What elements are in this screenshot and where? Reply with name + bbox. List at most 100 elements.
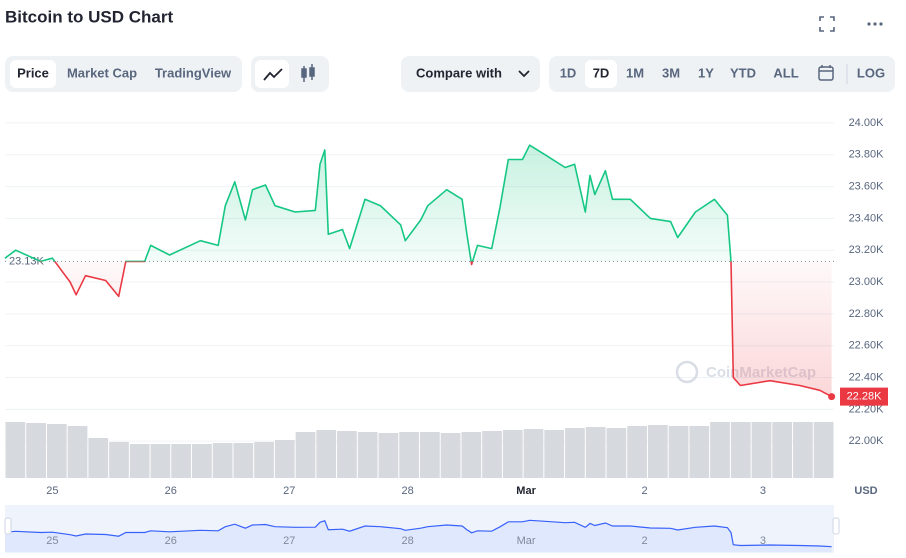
chevron bbox=[518, 70, 530, 78]
tab[interactable]: Price bbox=[17, 65, 49, 80]
volume-bar bbox=[482, 431, 502, 478]
volume-bar bbox=[233, 443, 254, 478]
range-group bbox=[549, 56, 895, 92]
volume-bar bbox=[129, 444, 150, 478]
navigator-tick-label: 26 bbox=[165, 535, 177, 547]
y-tick-label: 22.20K bbox=[849, 403, 885, 415]
volume-bar bbox=[254, 442, 274, 478]
volume-bar bbox=[606, 428, 627, 478]
y-tick-label: 22.80K bbox=[849, 308, 885, 320]
baseline-label: 23.13K bbox=[9, 255, 45, 267]
area-fill bbox=[5, 145, 832, 397]
price-line bbox=[4, 144, 832, 398]
volume-bar bbox=[668, 426, 689, 478]
calendar-icon[interactable] bbox=[818, 65, 834, 81]
y-tick-label: 23.20K bbox=[849, 244, 885, 256]
volume-bar bbox=[192, 444, 212, 478]
volume-bar bbox=[378, 433, 399, 478]
volume-bar bbox=[5, 422, 26, 478]
volume-bar bbox=[647, 425, 668, 478]
navigator-tick-label: 25 bbox=[46, 535, 58, 547]
volume-bar bbox=[46, 424, 67, 478]
range-button[interactable]: 7D bbox=[593, 65, 610, 80]
y-axis-unit: USD bbox=[854, 485, 877, 497]
volume-bar bbox=[295, 432, 316, 478]
y-tick-label: 24.00K bbox=[849, 117, 885, 129]
volume-bar bbox=[440, 433, 461, 478]
x-tick-label: Mar bbox=[516, 485, 536, 497]
volume-bar bbox=[523, 429, 544, 478]
volume-bar bbox=[171, 444, 192, 478]
candle-icon[interactable] bbox=[301, 64, 315, 82]
volume-bar bbox=[26, 423, 46, 478]
volume-bar bbox=[813, 422, 834, 478]
x-tick-label: 25 bbox=[46, 485, 58, 497]
y-tick-label: 23.80K bbox=[849, 149, 885, 161]
range-active-bg bbox=[585, 60, 617, 88]
range-button[interactable]: 1Y bbox=[698, 65, 714, 80]
navigator-tick-label: 2 bbox=[641, 535, 647, 547]
range-button[interactable]: 1D bbox=[560, 65, 577, 80]
chart-title: Bitcoin to USD Chart bbox=[5, 7, 173, 26]
tab[interactable]: Market Cap bbox=[67, 65, 137, 80]
volume-bar bbox=[627, 426, 647, 478]
range-button[interactable]: 3M bbox=[662, 65, 680, 80]
volume-bar bbox=[710, 422, 730, 478]
last-point bbox=[828, 393, 836, 401]
x-tick-label: 26 bbox=[165, 485, 177, 497]
y-tick-label: 22.40K bbox=[849, 371, 885, 383]
tab[interactable]: TradingView bbox=[155, 65, 232, 80]
volume-bar bbox=[565, 428, 585, 478]
x-tick-label: 27 bbox=[283, 485, 295, 497]
volume-bar bbox=[150, 444, 171, 478]
expand-icon[interactable] bbox=[819, 16, 835, 32]
volume-bar bbox=[420, 432, 440, 478]
watermark-logo bbox=[675, 360, 699, 384]
volume-bar bbox=[357, 432, 378, 478]
navigator-line bbox=[4, 519, 832, 548]
more-icon[interactable] bbox=[867, 22, 883, 26]
volume-bar bbox=[751, 422, 772, 478]
plot: 22.00K 22.20K 22.40K 22.60K 22.80K 23.00K 23.2… bbox=[4, 117, 888, 553]
volume-bar bbox=[544, 430, 565, 478]
navigator-tick-label: 27 bbox=[283, 535, 295, 547]
y-tick-label: 23.00K bbox=[849, 276, 885, 288]
volume-bar bbox=[689, 426, 710, 478]
compare-label: Compare with bbox=[416, 65, 502, 80]
navigator-tick-label: 3 bbox=[760, 535, 766, 547]
volume-bar bbox=[88, 438, 109, 478]
volume-bar bbox=[109, 442, 129, 478]
volume-bar bbox=[793, 422, 813, 478]
volume-bar bbox=[399, 432, 419, 478]
volume-bar bbox=[212, 443, 233, 478]
line-icon bbox=[263, 68, 283, 81]
tab-group bbox=[5, 56, 242, 92]
y-tick-label: 23.40K bbox=[849, 212, 885, 224]
navigator-handle[interactable] bbox=[4, 517, 12, 535]
baseline-label-bg bbox=[7, 253, 49, 270]
navigator-bg bbox=[5, 505, 834, 553]
navigator-tick-label: 28 bbox=[402, 535, 414, 547]
range-button[interactable]: 1M bbox=[626, 65, 644, 80]
tab-active-bg bbox=[10, 60, 56, 88]
volume-bar bbox=[337, 431, 357, 478]
volume-bar bbox=[274, 440, 295, 478]
x-tick-label: 3 bbox=[760, 485, 766, 497]
navigator-tick-label: Mar bbox=[517, 535, 536, 547]
log-button[interactable]: LOG bbox=[857, 65, 885, 80]
volume-bar bbox=[502, 430, 523, 478]
volume-bar bbox=[585, 427, 606, 478]
navigator-area bbox=[5, 520, 832, 552]
y-tick-label: 22.60K bbox=[849, 340, 885, 352]
range-button[interactable]: ALL bbox=[773, 65, 798, 80]
volume-bar bbox=[772, 422, 793, 478]
volume-bar bbox=[461, 432, 482, 478]
volume-bar bbox=[67, 426, 88, 478]
last-price-label: 22.28K bbox=[847, 391, 883, 403]
navigator-handle[interactable] bbox=[832, 517, 840, 535]
compare-dropdown[interactable] bbox=[401, 56, 540, 92]
volume-bar bbox=[730, 422, 751, 478]
x-tick-label: 28 bbox=[402, 485, 414, 497]
range-button[interactable]: YTD bbox=[730, 65, 756, 80]
